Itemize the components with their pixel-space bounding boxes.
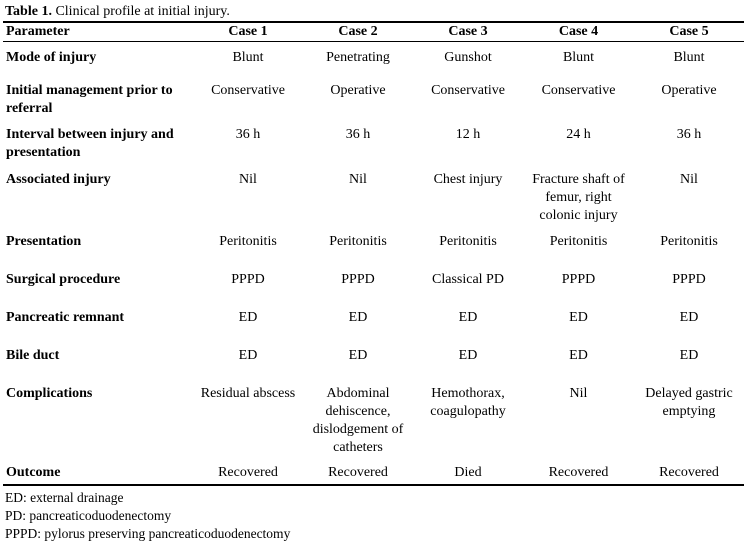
table-cell: Conservative (541, 82, 616, 98)
table-cell: 12 h (455, 126, 481, 142)
row-label: Initial management prior to referral (6, 82, 173, 116)
table-cell: Classical PD (432, 271, 504, 287)
header-row: Parameter Case 1 Case 2 Case 3 Case 4 Case 5 (3, 22, 744, 42)
table-cell: Nil (680, 171, 698, 187)
footnote: PD: pancreaticoduodenectomy (5, 508, 172, 523)
row-label: Outcome (6, 464, 61, 480)
table-cell: PPPD (672, 271, 706, 287)
table-cell: Conservative (211, 82, 285, 98)
table-cell: Recovered (328, 464, 388, 480)
table-cell: Died (454, 464, 482, 480)
table-cell: PPPD (341, 271, 375, 287)
table-row: Complications Residual abscess Abdominal d… (3, 378, 744, 457)
table-cell: Operative (661, 82, 717, 98)
row-label: Interval between injury and presentation (6, 126, 174, 160)
row-label: Presentation (6, 233, 82, 249)
table-cell: PPPD (231, 271, 265, 287)
table-cell: Penetrating (326, 50, 390, 65)
table-cell: Peritonitis (329, 233, 387, 249)
table-cell: Operative (330, 82, 386, 98)
table-cell: Nil (239, 171, 257, 187)
table-cell: Recovered (659, 464, 719, 480)
column-header: Case 3 (448, 24, 488, 39)
table-row: Outcome Recovered Recovered Died Recovered Re… (3, 457, 744, 485)
table-cell: ED (348, 347, 368, 363)
table-cell: Blunt (562, 50, 595, 65)
table-cell: Gunshot (444, 50, 492, 65)
row-label: Mode of injury (6, 50, 97, 65)
row-label: Surgical procedure (6, 271, 121, 287)
table-row: Associated injury Nil Nil Chest injury Fract… (3, 164, 744, 226)
column-header: Case 5 (669, 24, 709, 39)
table-cell: Blunt (673, 50, 705, 65)
table-cell: 36 h (676, 126, 702, 142)
footnote: ED: external drainage (5, 490, 124, 505)
table-row: Pancreatic remnant ED ED ED ED ED (3, 302, 744, 340)
table-cell: Peritonitis (219, 233, 277, 249)
table-cell: ED (238, 347, 258, 363)
table-cell: ED (458, 347, 478, 363)
table-cell: PPPD (561, 271, 596, 287)
table-cell: Nil (349, 171, 367, 187)
table-cell: Fracture shaft of femur, right colonic i… (532, 171, 625, 223)
footnotes: ED: external drainage PD: pancreaticoduod… (5, 489, 290, 543)
column-header: Case 1 (228, 24, 268, 39)
row-label: Complications (6, 385, 93, 401)
column-header: Case 4 (558, 24, 599, 39)
table-cell: Recovered (548, 464, 609, 480)
table-cell: 24 h (566, 126, 591, 142)
table-cell: Peritonitis (439, 233, 497, 249)
table-cell: Residual abscess (200, 385, 296, 401)
table-cell: Peritonitis (549, 233, 608, 249)
table-cell: Abdominal dehiscence, dislodgement of ca… (312, 385, 404, 455)
table-cell: ED (238, 309, 258, 325)
column-header: Parameter (6, 24, 70, 39)
table-cell: Peritonitis (660, 233, 718, 249)
row-label: Pancreatic remnant (6, 309, 125, 325)
table-row: Surgical procedure PPPD PPPD Classical PD PP… (3, 264, 744, 302)
table-cell: Chest injury (433, 171, 503, 187)
table-caption: Table 1. Clinical profile at initial inj… (5, 4, 230, 20)
table-cell: ED (348, 309, 368, 325)
table-cell: ED (458, 309, 478, 325)
caption-text: Clinical profile at initial injury. (55, 4, 230, 19)
table-row: Initial management prior to referral Cons… (3, 75, 744, 119)
footnote: PPPD: pylorus preserving pancreaticoduod… (5, 526, 291, 541)
table-cell: 36 h (345, 126, 371, 142)
table-row: Interval between injury and presentation… (3, 119, 744, 164)
clinical-table: Parameter Case 1 Case 2 Case 3 Case 4 Case 5 … (3, 21, 744, 486)
table-cell: Nil (569, 385, 588, 401)
table-cell: Conservative (431, 82, 505, 98)
column-header: Case 2 (338, 24, 378, 39)
table-cell: Delayed gastric emptying (645, 385, 733, 419)
table-cell: Recovered (218, 464, 278, 480)
table-cell: ED (569, 347, 588, 363)
caption-label: Table 1. (5, 4, 52, 19)
table-cell: ED (569, 309, 588, 325)
table-cell: ED (679, 309, 699, 325)
table-row: Bile duct ED ED ED ED ED (3, 340, 744, 378)
row-label: Bile duct (6, 347, 60, 363)
table-cell: Blunt (232, 50, 264, 65)
row-label: Associated injury (6, 171, 111, 187)
table-row: Mode of injury Blunt Penetrating Gunshot Blu… (3, 42, 744, 75)
table-row: Presentation Peritonitis Peritonitis Perito… (3, 226, 744, 264)
table-cell: ED (679, 347, 699, 363)
table-cell: 36 h (235, 126, 261, 142)
table-cell: Hemothorax, coagulopathy (430, 385, 506, 419)
